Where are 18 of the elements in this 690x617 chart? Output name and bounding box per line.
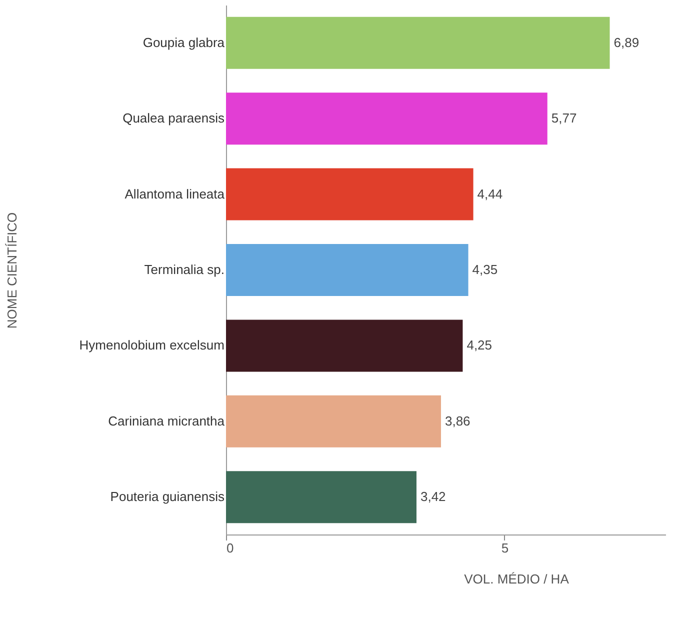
- y-axis-title: NOME CIENTÍFICO: [4, 212, 20, 329]
- data-label: 6,89: [614, 34, 640, 50]
- y-tick-label: Pouteria guianensis: [110, 489, 225, 504]
- y-tick-label: Cariniana micrantha: [108, 413, 226, 428]
- data-label: 5,77: [551, 110, 577, 126]
- x-tick-label: 5: [501, 540, 509, 556]
- data-label: 4,35: [472, 262, 498, 277]
- data-label: 3,42: [420, 489, 446, 504]
- data-label: 4,44: [477, 186, 503, 202]
- y-tick-label: Terminalia sp.: [144, 262, 224, 277]
- x-axis-title: VOL. MÉDIO / HA: [464, 572, 570, 586]
- y-tick-label: Hymenolobium excelsum: [79, 338, 224, 353]
- y-tick-label: Goupia glabra: [142, 34, 226, 50]
- data-label: 4,25: [466, 338, 492, 353]
- y-tick-label: Allantoma lineata: [124, 186, 226, 202]
- data-label: 3,86: [444, 413, 470, 428]
- y-tick-label: Qualea paraensis: [122, 110, 225, 126]
- x-tick-label: 0: [226, 540, 234, 556]
